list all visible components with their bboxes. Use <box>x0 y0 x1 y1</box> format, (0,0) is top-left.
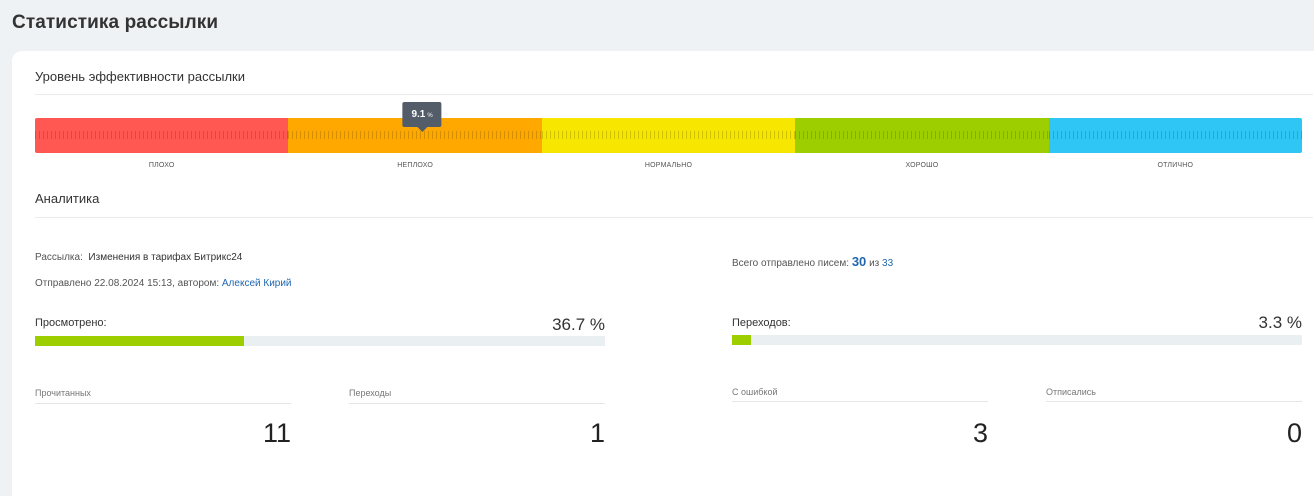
stat-divider <box>732 401 988 402</box>
efficiency-title: Уровень эффективности рассылки <box>35 69 245 84</box>
scale-label: неплохо <box>397 162 433 169</box>
total-label: Всего отправлено писем: <box>732 258 850 269</box>
stat-value-errors[interactable]: 3 <box>972 418 988 448</box>
viewed-label: Просмотрено: <box>35 317 107 329</box>
scale-label: отлично <box>1157 162 1194 169</box>
of-label: из <box>869 258 880 269</box>
stat-label-read: Прочитанных <box>35 388 91 398</box>
sent-text: Отправлено 22.08.2024 15:13, автором: <box>35 278 220 289</box>
author-link[interactable]: Алексей Кирий <box>221 278 292 289</box>
stat-value-read[interactable]: 11 <box>262 418 291 448</box>
stat-divider <box>1046 401 1302 402</box>
clicks-percent: 3.3 % <box>1258 313 1302 332</box>
scale-label: нормально <box>644 162 693 169</box>
scale-label: хорошо <box>905 162 939 169</box>
analytics-divider <box>35 217 1313 218</box>
sent-info: Отправлено 22.08.2024 15:13, автором: Ал… <box>35 278 292 289</box>
total-sent-link[interactable]: 30 <box>851 254 867 269</box>
stat-label-errors: С ошибкой <box>732 387 778 397</box>
stats-card: Уровень эффективности рассылки 9.1% плох… <box>12 51 1314 496</box>
page-title: Статистика рассылки <box>12 12 219 33</box>
viewed-progress-track <box>35 336 605 346</box>
efficiency-value: 9.1 <box>411 109 426 120</box>
analytics-title: Аналитика <box>35 191 100 206</box>
scale-segment-good <box>795 118 1049 153</box>
stat-divider <box>35 403 291 404</box>
mailing-label: Рассылка: <box>35 252 83 263</box>
efficiency-unit: % <box>427 113 433 119</box>
total-sent-info: Всего отправлено писем: 30 из 33 <box>732 254 893 269</box>
clicks-label: Переходов: <box>732 317 791 329</box>
scale-segment-normal <box>541 118 796 153</box>
viewed-percent: 36.7 % <box>552 315 605 334</box>
clicks-progress-track <box>732 335 1302 345</box>
stat-label-unsubscribed: Отписались <box>1046 387 1096 397</box>
clicks-progress-fill <box>732 335 751 345</box>
total-all-link[interactable]: 33 <box>882 258 894 269</box>
scale-segment-excellent <box>1048 118 1302 153</box>
mailing-name: Изменения в тарифах Битрикс24 <box>88 252 243 263</box>
stat-value-clicks[interactable]: 1 <box>589 418 605 448</box>
efficiency-tooltip: 9.1% <box>402 102 442 132</box>
viewed-progress-fill <box>35 336 245 346</box>
scale-labels: плохо неплохо нормально хорошо отлично <box>35 162 1302 169</box>
stat-label-clicks: Переходы <box>349 388 392 398</box>
scale-segment-bad <box>35 118 289 153</box>
stat-value-unsubscribed[interactable]: 0 <box>1286 418 1302 448</box>
scale-label: плохо <box>148 162 175 169</box>
mailing-info: Рассылка: Изменения в тарифах Битрикс24 <box>35 252 242 263</box>
efficiency-scale <box>35 118 1302 153</box>
efficiency-divider <box>35 94 1313 95</box>
stat-divider <box>349 403 605 404</box>
